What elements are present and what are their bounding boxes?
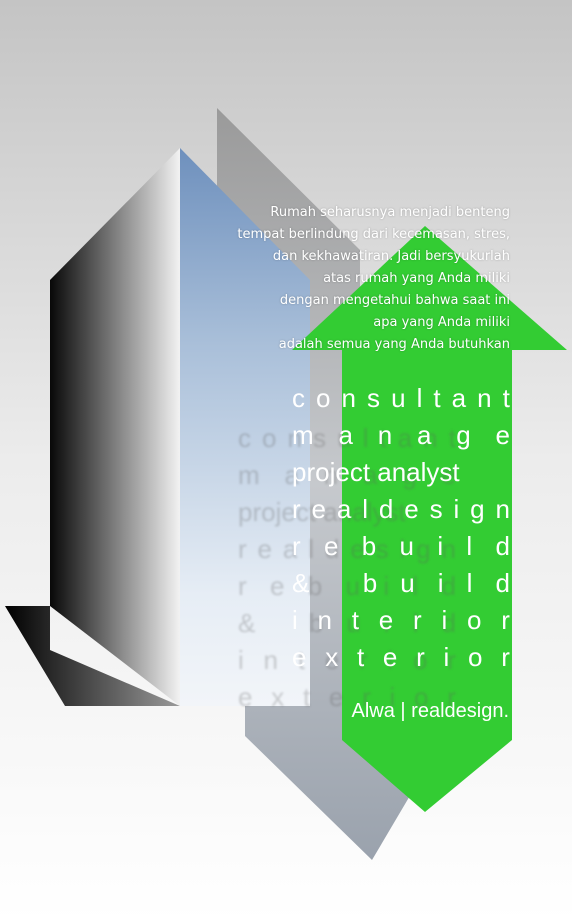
quote-line: apa yang Anda miliki xyxy=(373,315,510,330)
quote-line: tempat berlindung dari kecemasan, stres, xyxy=(237,227,510,242)
base-shadow-wedge xyxy=(5,606,180,706)
quote-text: Rumah seharusnya menjadi benteng tempat … xyxy=(180,202,510,356)
quote-line: atas rumah yang Anda miliki xyxy=(323,271,510,286)
green-up-arrow xyxy=(292,226,567,812)
service-item: project analyst xyxy=(292,457,460,487)
building-left-face xyxy=(50,148,180,706)
quote-line: Rumah seharusnya menjadi benteng xyxy=(270,205,510,220)
quote-line: adalah semua yang Anda butuhkan xyxy=(278,337,510,352)
service-reflection-item: project analyst xyxy=(238,497,406,527)
building-front-face xyxy=(180,148,310,706)
quote-line: dengan mengetahui bahwa saat ini xyxy=(279,293,510,308)
brand-name: Alwa | realdesign. xyxy=(351,700,510,722)
quote-line: dan kekhawatiran. Jadi bersyukurlah xyxy=(272,249,510,264)
